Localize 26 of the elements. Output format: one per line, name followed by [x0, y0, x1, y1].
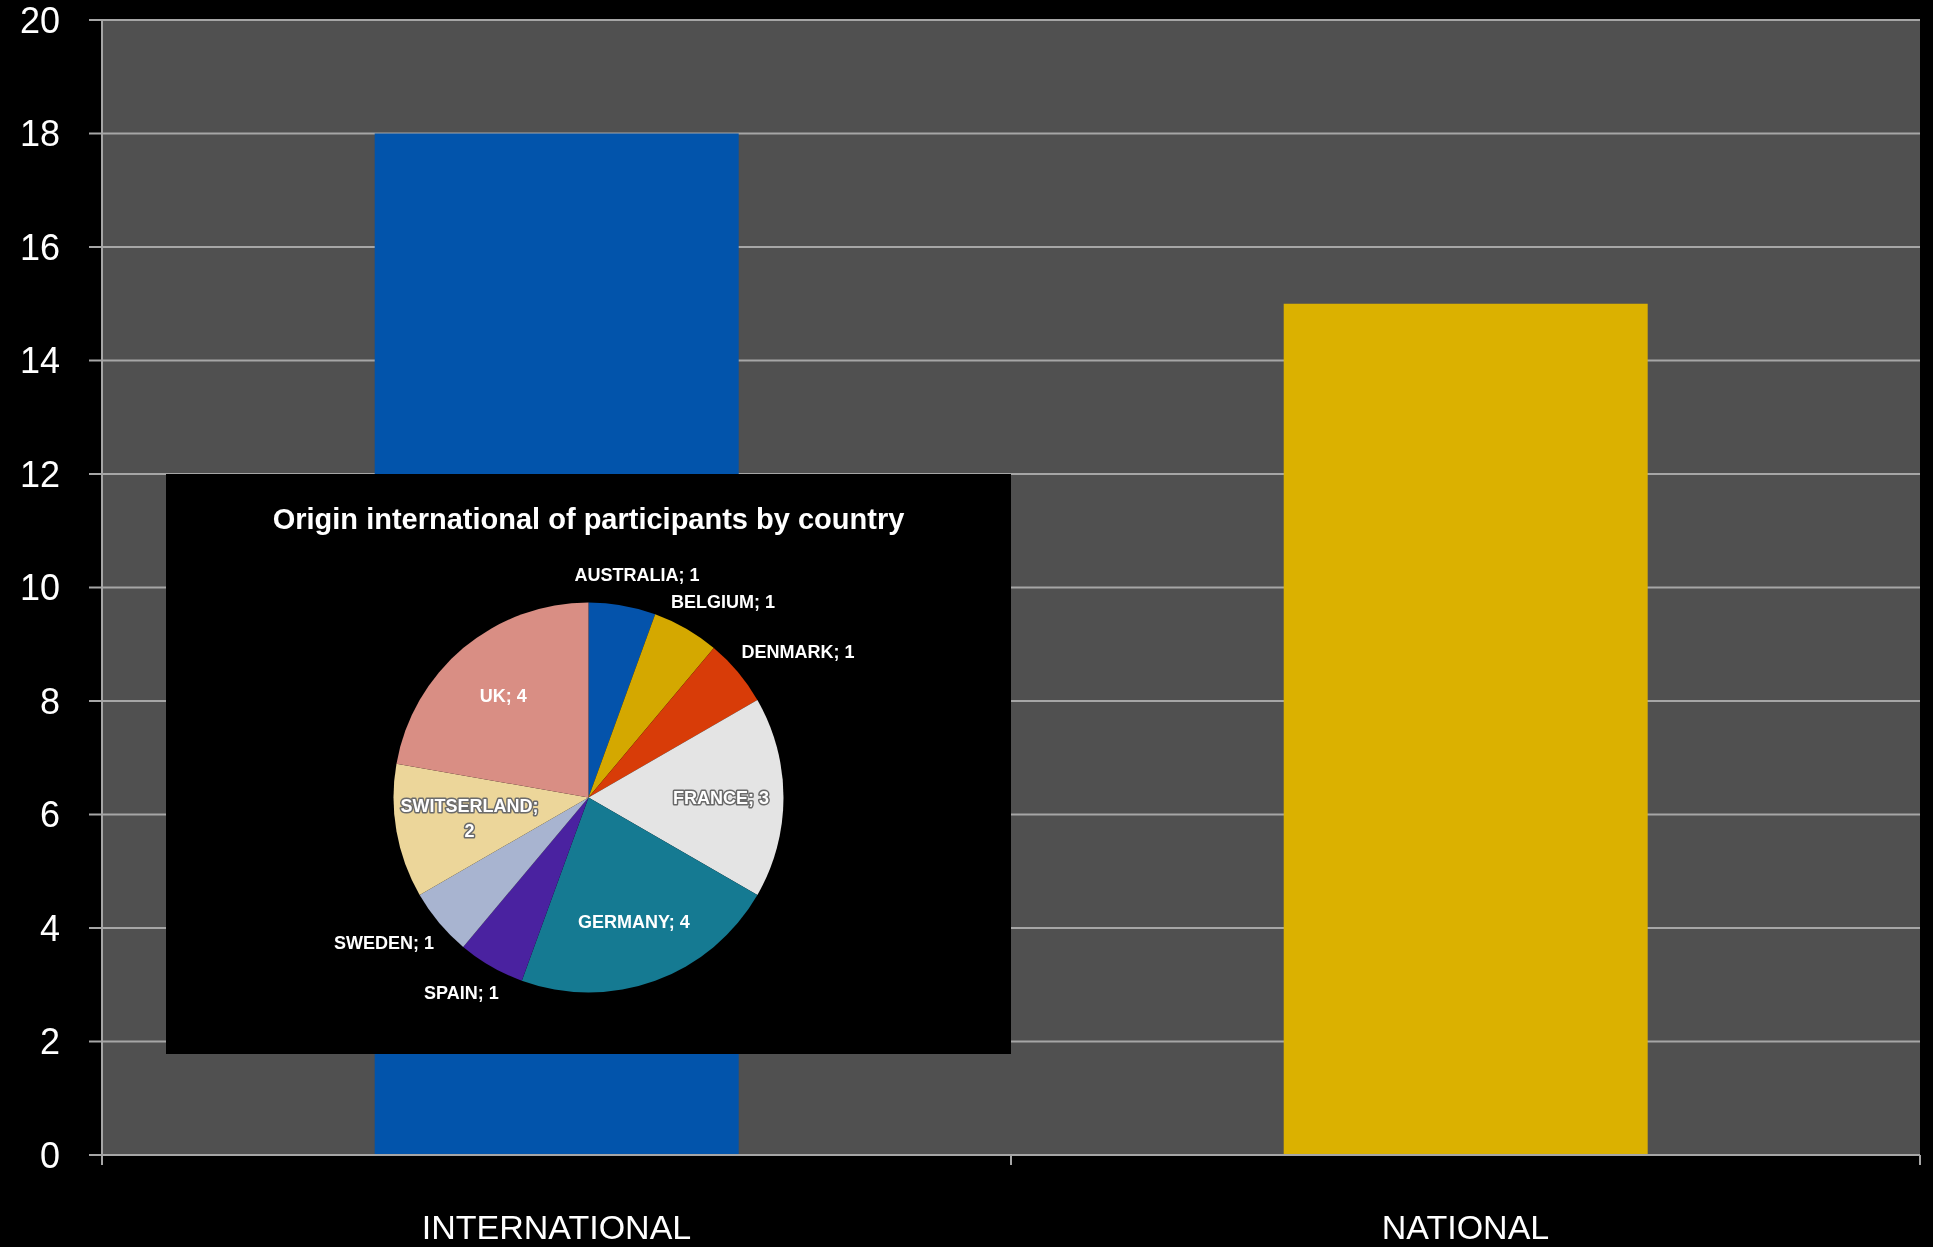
y-tick-label: 6: [39, 794, 60, 836]
y-tick-label: 0: [39, 1134, 60, 1176]
y-tick-label: 10: [19, 567, 60, 609]
x-tick-label: NATIONAL: [1381, 1208, 1550, 1246]
y-tick-label: 14: [19, 340, 60, 382]
data-label: BELGIUM; 1: [670, 591, 776, 612]
x-tick-label: INTERNATIONAL: [421, 1208, 692, 1246]
y-tick-label: 4: [39, 907, 60, 949]
data-label: GERMANY; 4: [578, 912, 690, 933]
chart-title: Origin international of participants by country: [271, 502, 906, 537]
data-label: DENMARK; 1: [741, 642, 855, 663]
y-tick-label: 8: [39, 680, 60, 722]
y-tick-label: 16: [19, 226, 60, 268]
data-label: SWITSERLAND; 2: [400, 795, 539, 842]
pie-slice: [588, 700, 784, 895]
y-tick-label: 2: [39, 1021, 60, 1063]
pie-slice: [396, 602, 589, 798]
data-label: FRANCE; 3: [673, 787, 770, 808]
data-label: AUSTRALIA; 1: [574, 564, 700, 585]
pie-slice: [588, 602, 656, 798]
y-tick-label: 18: [19, 113, 60, 155]
y-tick-label: 20: [19, 0, 60, 41]
data-label: UK; 4: [479, 685, 527, 706]
y-tick-label: 12: [19, 453, 60, 495]
data-label: SPAIN; 1: [423, 983, 499, 1004]
data-label: SWEDEN; 1: [333, 932, 434, 953]
